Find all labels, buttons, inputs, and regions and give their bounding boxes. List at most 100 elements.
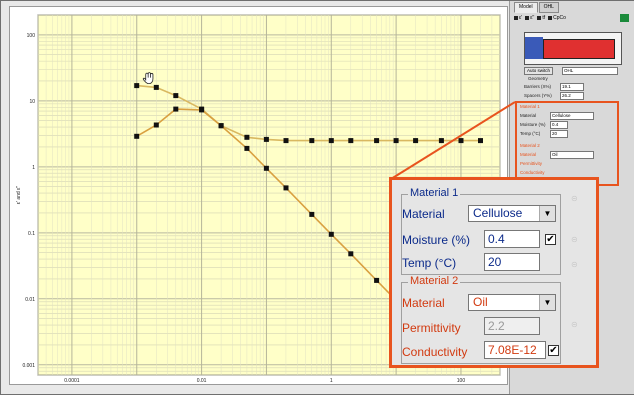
data-point — [478, 138, 483, 144]
barriers-label: Barriers (X%) — [524, 84, 552, 89]
data-point — [283, 138, 289, 144]
status-indicator — [620, 14, 629, 22]
material1-material-select[interactable]: Cellulose ▼ — [468, 205, 556, 222]
conductivity-input[interactable]: 7.08E-12 — [484, 341, 546, 359]
permittivity-input[interactable]: 2.2 — [484, 317, 540, 335]
x-tick-label: 1 — [330, 378, 333, 384]
data-point — [348, 251, 354, 257]
material2-legend: Material 2 — [408, 275, 461, 287]
chevron-down-icon[interactable]: ▼ — [539, 206, 555, 221]
tab-model[interactable]: Model — [514, 2, 538, 13]
data-point — [393, 138, 399, 144]
data-point — [438, 138, 444, 144]
spacer-block — [543, 39, 615, 59]
option-label: tf — [542, 15, 546, 21]
data-point — [173, 106, 179, 112]
chevron-down-icon[interactable]: ▼ — [539, 295, 555, 310]
y-tick-label: 10 — [29, 99, 35, 105]
material2-group: Material 2 — [401, 275, 561, 364]
data-point — [244, 134, 250, 140]
geometry-label: Geometry — [528, 76, 548, 81]
data-point — [218, 123, 224, 129]
option-cpco[interactable]: CpCo — [548, 15, 566, 21]
leader-line-top — [390, 101, 516, 180]
barrier-block — [525, 37, 543, 59]
moisture-label: Moisture (%) — [402, 233, 471, 247]
checkbox-icon — [525, 15, 530, 20]
moisture-input[interactable]: 0.4 — [484, 230, 540, 248]
y-tick-label: 0.1 — [28, 231, 35, 237]
option-eps-imag[interactable]: ε'' — [525, 15, 534, 21]
material-zoom-callout: Material 1 Material Cellulose ▼ Moisture… — [389, 177, 599, 368]
spacers-label: Spacers (Y%) — [524, 93, 552, 98]
mini-moisture-label: Moisture (%) — [520, 122, 546, 127]
ghost-control-4: ⊝ — [571, 320, 578, 329]
mini-material2-label: Material — [520, 152, 537, 157]
data-point — [199, 107, 205, 113]
material1-legend: Material 1 — [408, 187, 461, 199]
option-eps-real[interactable]: ε' — [514, 15, 522, 21]
data-point — [263, 165, 269, 171]
moisture-checkbox[interactable]: ✔ — [545, 234, 556, 245]
permittivity-label: Permittivity — [402, 321, 461, 335]
checkbox-icon — [514, 15, 518, 20]
data-point — [173, 93, 179, 99]
data-point — [374, 277, 380, 283]
checkbox-icon — [548, 15, 553, 20]
auto-switch-button[interactable]: Auto switch — [524, 67, 554, 75]
mini-material2-select[interactable]: Oil — [550, 151, 594, 159]
data-point — [153, 122, 159, 128]
mini-conductivity-label: Conductivity — [520, 170, 545, 175]
y-tick-label: 1 — [32, 165, 35, 171]
data-point — [283, 185, 289, 191]
plot-options: ε' ε'' tf CpCo — [514, 15, 566, 21]
data-point — [134, 133, 140, 139]
data-point — [263, 136, 269, 142]
checkbox-icon — [537, 15, 542, 20]
mini-temp-input[interactable]: 20 — [550, 130, 568, 138]
material1-group: Material 1 — [401, 187, 561, 275]
temp-input[interactable]: 20 — [484, 253, 540, 271]
mini-material-select[interactable]: Cellulose — [550, 112, 594, 120]
data-point — [309, 138, 315, 144]
material2-material-select[interactable]: Oil ▼ — [468, 294, 556, 311]
option-label: ε'' — [530, 15, 535, 21]
data-point — [413, 138, 419, 144]
option-tf[interactable]: tf — [537, 15, 545, 21]
x-tick-label: 0.0001 — [64, 378, 80, 384]
insulation-diagram — [524, 32, 622, 65]
spacers-input[interactable]: 26.2 — [560, 92, 584, 100]
auto-switch-select[interactable]: OHL — [562, 67, 618, 75]
ghost-control-3: ⊝ — [571, 260, 578, 269]
temp-label: Temp (°C) — [402, 256, 457, 270]
mini-moisture-input[interactable]: 0.4 — [550, 121, 568, 129]
mini-permittivity-label: Permittivity — [520, 161, 543, 166]
conductivity-label: Conductivity — [402, 345, 468, 359]
conductivity-checkbox[interactable]: ✔ — [548, 345, 559, 356]
barriers-input[interactable]: 19.1 — [560, 83, 584, 91]
mini-material1-legend: Material 1 — [520, 104, 540, 109]
y-tick-label: 0.001 — [22, 363, 35, 369]
y-tick-label: 100 — [27, 33, 36, 39]
data-point — [328, 138, 334, 144]
ghost-control-2: ⊝ — [571, 235, 578, 244]
tab-ohl[interactable]: OHL — [538, 2, 559, 13]
data-point — [328, 231, 334, 237]
hand-cursor-shape — [142, 72, 154, 85]
data-point — [348, 138, 354, 144]
material1-material-label: Material — [402, 207, 445, 221]
ghost-control-1: ⊝ — [571, 194, 578, 203]
hand-cursor-icon — [142, 72, 154, 85]
option-label: ε' — [519, 15, 523, 21]
mini-temp-label: Temp (°C) — [520, 131, 541, 136]
panel-tabs: Model OHL — [514, 2, 559, 13]
material1-material-value: Cellulose — [473, 206, 523, 220]
option-label: CpCo — [553, 15, 566, 21]
data-point — [153, 84, 159, 90]
x-tick-label: 0.01 — [197, 378, 207, 384]
y-axis-label: ε' and ε'' — [16, 186, 22, 204]
x-tick-label: 100 — [457, 378, 466, 384]
data-point — [134, 83, 140, 89]
material2-material-label: Material — [402, 296, 445, 310]
